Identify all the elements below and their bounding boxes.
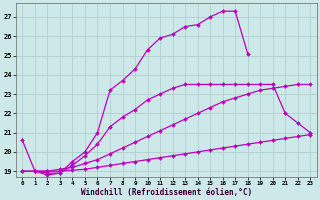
X-axis label: Windchill (Refroidissement éolien,°C): Windchill (Refroidissement éolien,°C) bbox=[81, 188, 252, 197]
